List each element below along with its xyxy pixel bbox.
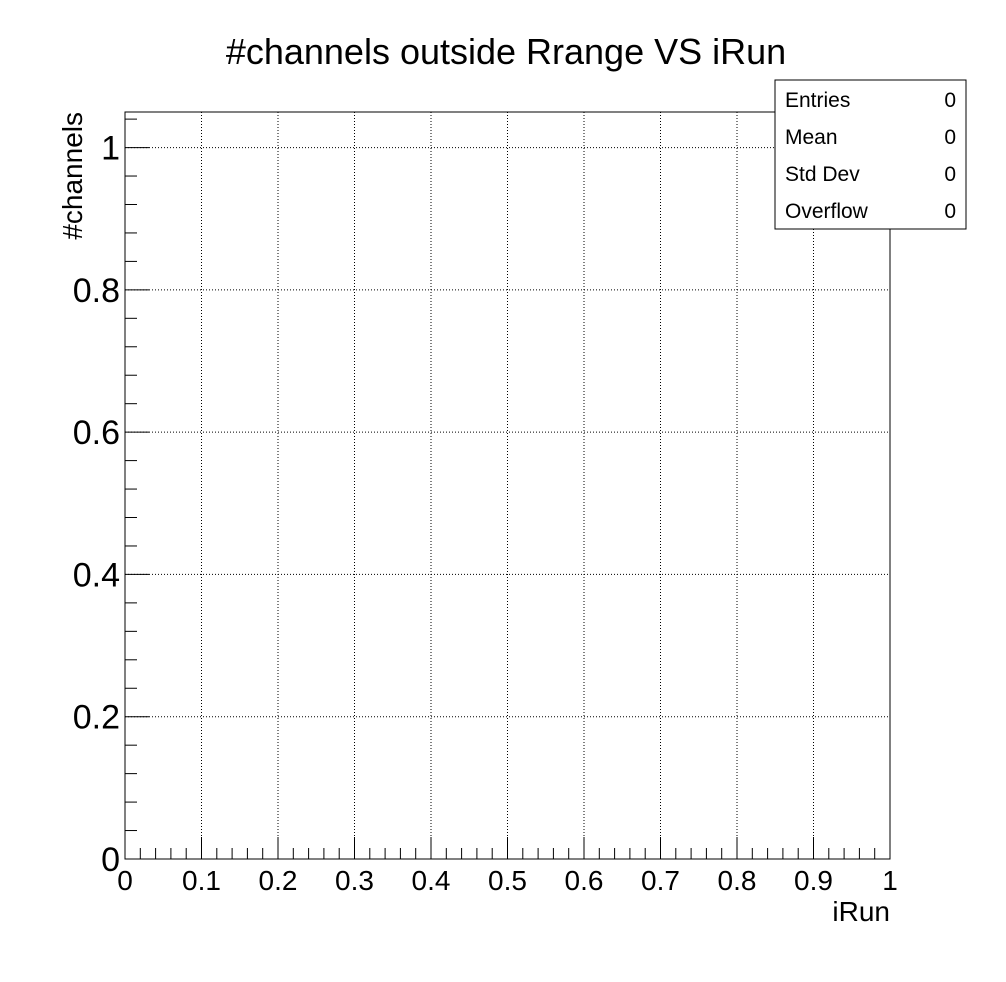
y-tick-label: 1: [101, 130, 120, 168]
stats-label: Std Dev: [785, 163, 860, 186]
stats-label: Mean: [785, 126, 838, 149]
stats-value: 0: [944, 200, 956, 223]
x-axis: 0 0.1 0.2 0.3 0.4 0.5 0.6 0.7 0.8 0.9 1: [117, 837, 898, 896]
x-tick-label: 0.2: [259, 865, 298, 896]
x-tick-label: 0.8: [718, 865, 757, 896]
y-tick-label: 0.2: [73, 699, 120, 737]
stats-value: 0: [944, 163, 956, 186]
y-tick-label: 0.8: [73, 272, 120, 310]
y-tick-label: 0: [101, 841, 120, 879]
x-tick-label: 0.3: [335, 865, 374, 896]
x-tick-label: 0: [117, 865, 133, 896]
x-tick-label: 1: [882, 865, 898, 896]
stats-box: Entries 0 Mean 0 Std Dev 0 Overflow 0: [774, 79, 967, 230]
x-tick-label: 0.9: [794, 865, 833, 896]
y-axis-title: #channels: [57, 112, 88, 240]
x-tick-label: 0.4: [412, 865, 451, 896]
x-axis-title: iRun: [832, 896, 890, 927]
chart-title: #channels outside Rrange VS iRun: [226, 31, 786, 72]
stats-label: Overflow: [785, 200, 869, 223]
y-tick-label: 0.6: [73, 414, 120, 452]
x-tick-label: 0.7: [641, 865, 680, 896]
x-tick-label: 0.6: [565, 865, 604, 896]
x-tick-label: 0.1: [182, 865, 221, 896]
y-tick-label: 0.4: [73, 556, 120, 594]
y-axis: 0 0.2 0.4 0.6 0.8 1: [73, 118, 149, 879]
stats-label: Entries: [785, 89, 850, 112]
x-tick-label: 0.5: [488, 865, 527, 896]
stats-value: 0: [944, 89, 956, 112]
stats-value: 0: [944, 126, 956, 149]
stats-box-frame: [774, 79, 967, 230]
